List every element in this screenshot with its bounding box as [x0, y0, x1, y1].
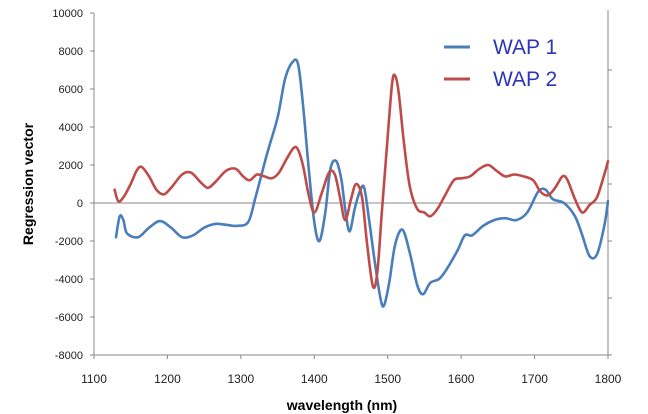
y-tick-label: 0 [77, 198, 83, 210]
y-tick-group: -8000 -6000 -4000 -2000 0 2000 4000 6000 8000 100… [52, 8, 94, 362]
secondary-y-tick-group [608, 69, 612, 356]
x-tick-label: 1700 [521, 372, 548, 386]
legend-label-wap-2: WAP 2 [493, 68, 557, 91]
x-tick-label: 1800 [595, 372, 622, 386]
y-tick-label: 8000 [59, 46, 83, 58]
x-axis-title: wavelength (nm) [286, 397, 397, 413]
y-axis-title: Regression vector [20, 122, 36, 245]
x-tick-group: 1100 1200 1300 1400 1500 1600 1700 1800 [81, 355, 622, 386]
y-tick-label: -6000 [55, 312, 83, 324]
y-tick-label: 10000 [52, 8, 83, 20]
y-tick-label: 6000 [59, 84, 83, 96]
x-tick-label: 1500 [374, 372, 401, 386]
y-tick-label: -2000 [55, 236, 83, 248]
legend-label-wap-1: WAP 1 [493, 36, 557, 59]
y-tick-label: -8000 [55, 350, 83, 362]
x-tick-label: 1400 [301, 372, 328, 386]
x-tick-label: 1200 [154, 372, 181, 386]
y-tick-label: -4000 [55, 274, 83, 286]
series-group [113, 58, 610, 308]
legend: WAP 1 WAP 2 [444, 36, 557, 91]
x-tick-label: 1100 [81, 372, 107, 386]
series-line-wap-2 [113, 73, 610, 290]
x-tick-label: 1300 [228, 372, 255, 386]
y-tick-label: 4000 [59, 122, 83, 134]
y-tick-label: 2000 [59, 160, 83, 172]
x-tick-label: 1600 [448, 372, 475, 386]
